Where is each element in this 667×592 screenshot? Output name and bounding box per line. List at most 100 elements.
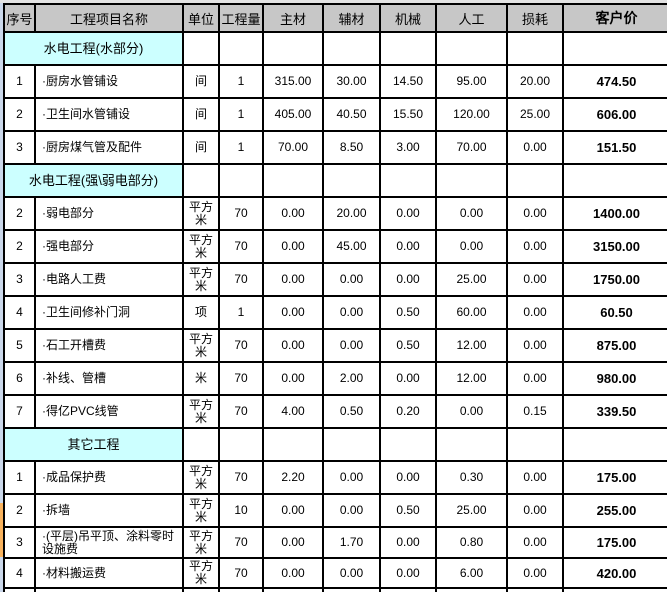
empty-cell[interactable] bbox=[182, 587, 220, 592]
cell-aux[interactable]: 30.00 bbox=[322, 64, 381, 99]
cell-name[interactable]: ·补线、管槽 bbox=[34, 361, 184, 396]
empty-cell[interactable] bbox=[218, 31, 264, 66]
cell-aux[interactable]: 0.00 bbox=[322, 262, 381, 297]
empty-cell[interactable] bbox=[562, 587, 667, 592]
cell-mach[interactable]: 0.00 bbox=[379, 526, 437, 559]
cell-name[interactable]: ·成品保护费 bbox=[34, 460, 184, 495]
cell-mach[interactable]: 0.00 bbox=[379, 361, 437, 396]
cell-labor[interactable]: 0.00 bbox=[435, 229, 508, 264]
empty-cell[interactable] bbox=[435, 587, 508, 592]
empty-cell[interactable] bbox=[379, 31, 437, 66]
cell-loss[interactable]: 0.15 bbox=[506, 394, 564, 429]
cell-main[interactable]: 0.00 bbox=[262, 361, 324, 396]
cell-seq[interactable]: 2 bbox=[3, 97, 36, 132]
cell-mach[interactable]: 14.50 bbox=[379, 64, 437, 99]
cell-loss[interactable]: 0.00 bbox=[506, 361, 564, 396]
cell-labor[interactable]: 25.00 bbox=[435, 262, 508, 297]
cell-price[interactable]: 151.50 bbox=[562, 130, 667, 165]
section-title[interactable]: 水电工程(水部分) bbox=[3, 31, 184, 66]
cell-loss[interactable]: 0.00 bbox=[506, 557, 564, 589]
cell-loss[interactable]: 25.00 bbox=[506, 97, 564, 132]
empty-cell[interactable] bbox=[322, 427, 381, 462]
cell-main[interactable]: 0.00 bbox=[262, 557, 324, 589]
empty-cell[interactable] bbox=[34, 587, 184, 592]
cell-mach[interactable]: 0.00 bbox=[379, 196, 437, 231]
cell-mach[interactable]: 0.50 bbox=[379, 493, 437, 528]
empty-cell[interactable] bbox=[562, 163, 667, 198]
cell-unit[interactable]: 间 bbox=[182, 64, 220, 99]
cell-seq[interactable]: 5 bbox=[3, 328, 36, 363]
cell-seq[interactable]: 4 bbox=[3, 295, 36, 330]
cell-mach[interactable]: 0.00 bbox=[379, 460, 437, 495]
cell-unit[interactable]: 间 bbox=[182, 130, 220, 165]
empty-cell[interactable] bbox=[379, 427, 437, 462]
empty-cell[interactable] bbox=[562, 427, 667, 462]
cell-qty[interactable]: 1 bbox=[218, 130, 264, 165]
cell-unit[interactable]: 平方米 bbox=[182, 229, 220, 264]
cell-labor[interactable]: 120.00 bbox=[435, 97, 508, 132]
cell-labor[interactable]: 0.00 bbox=[435, 394, 508, 429]
cell-aux[interactable]: 0.00 bbox=[322, 295, 381, 330]
empty-cell[interactable] bbox=[322, 587, 381, 592]
cell-aux[interactable]: 2.00 bbox=[322, 361, 381, 396]
empty-cell[interactable] bbox=[182, 427, 220, 462]
cell-main[interactable]: 0.00 bbox=[262, 229, 324, 264]
cell-unit[interactable]: 平方米 bbox=[182, 262, 220, 297]
cell-labor[interactable]: 70.00 bbox=[435, 130, 508, 165]
cell-mach[interactable]: 0.50 bbox=[379, 295, 437, 330]
cell-price[interactable]: 1400.00 bbox=[562, 196, 667, 231]
cell-price[interactable]: 175.00 bbox=[562, 460, 667, 495]
cell-unit[interactable]: 平方米 bbox=[182, 196, 220, 231]
empty-cell[interactable] bbox=[182, 163, 220, 198]
cell-name[interactable]: ·电路人工费 bbox=[34, 262, 184, 297]
cell-qty[interactable]: 70 bbox=[218, 196, 264, 231]
empty-cell[interactable] bbox=[3, 587, 36, 592]
empty-cell[interactable] bbox=[218, 427, 264, 462]
cell-name[interactable]: ·强电部分 bbox=[34, 229, 184, 264]
cell-unit[interactable]: 米 bbox=[182, 361, 220, 396]
cell-loss[interactable]: 0.00 bbox=[506, 295, 564, 330]
empty-cell[interactable] bbox=[562, 31, 667, 66]
cell-name[interactable]: ·石工开槽费 bbox=[34, 328, 184, 363]
cell-labor[interactable]: 60.00 bbox=[435, 295, 508, 330]
empty-cell[interactable] bbox=[262, 587, 324, 592]
cell-price[interactable]: 60.50 bbox=[562, 295, 667, 330]
cell-main[interactable]: 0.00 bbox=[262, 328, 324, 363]
column-header-labor[interactable]: 人工 bbox=[435, 3, 508, 33]
cell-seq[interactable]: 7 bbox=[3, 394, 36, 429]
cell-qty[interactable]: 70 bbox=[218, 262, 264, 297]
cell-unit[interactable]: 平方米 bbox=[182, 394, 220, 429]
cell-mach[interactable]: 3.00 bbox=[379, 130, 437, 165]
cell-price[interactable]: 3150.00 bbox=[562, 229, 667, 264]
cell-loss[interactable]: 20.00 bbox=[506, 64, 564, 99]
cell-unit[interactable]: 平方米 bbox=[182, 328, 220, 363]
column-header-loss[interactable]: 损耗 bbox=[506, 3, 564, 33]
cell-loss[interactable]: 0.00 bbox=[506, 526, 564, 559]
cell-price[interactable]: 420.00 bbox=[562, 557, 667, 589]
cell-unit[interactable]: 平方米 bbox=[182, 493, 220, 528]
cell-mach[interactable]: 0.20 bbox=[379, 394, 437, 429]
empty-cell[interactable] bbox=[506, 587, 564, 592]
column-header-seq[interactable]: 序号 bbox=[3, 3, 36, 33]
cell-price[interactable]: 875.00 bbox=[562, 328, 667, 363]
cell-seq[interactable]: 3 bbox=[3, 130, 36, 165]
cell-main[interactable]: 70.00 bbox=[262, 130, 324, 165]
cell-name[interactable]: ·弱电部分 bbox=[34, 196, 184, 231]
cell-seq[interactable]: 1 bbox=[3, 460, 36, 495]
empty-cell[interactable] bbox=[506, 427, 564, 462]
empty-cell[interactable] bbox=[379, 163, 437, 198]
cell-main[interactable]: 405.00 bbox=[262, 97, 324, 132]
cell-name[interactable]: ·得亿PVC线管 bbox=[34, 394, 184, 429]
cell-name[interactable]: ·卫生间修补门洞 bbox=[34, 295, 184, 330]
cell-main[interactable]: 0.00 bbox=[262, 526, 324, 559]
empty-cell[interactable] bbox=[322, 31, 381, 66]
empty-cell[interactable] bbox=[322, 163, 381, 198]
column-header-aux[interactable]: 辅材 bbox=[322, 3, 381, 33]
cell-seq[interactable]: 2 bbox=[3, 493, 36, 528]
cell-qty[interactable]: 70 bbox=[218, 460, 264, 495]
column-header-qty[interactable]: 工程量 bbox=[218, 3, 264, 33]
cell-main[interactable]: 0.00 bbox=[262, 493, 324, 528]
cell-labor[interactable]: 12.00 bbox=[435, 328, 508, 363]
cell-qty[interactable]: 1 bbox=[218, 295, 264, 330]
cell-unit[interactable]: 平方米 bbox=[182, 557, 220, 589]
